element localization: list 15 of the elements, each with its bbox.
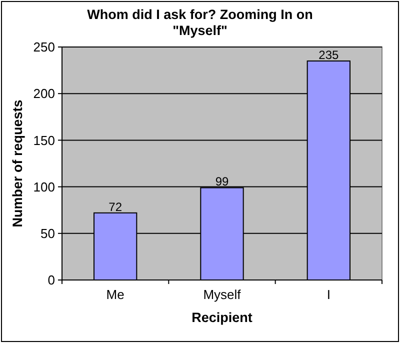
y-tick-label: 100 <box>33 179 55 194</box>
data-label: 72 <box>108 200 122 214</box>
y-axis-title: Number of requests <box>10 100 25 228</box>
y-tick-label: 200 <box>33 86 55 102</box>
x-tick-label: Myself <box>203 287 242 302</box>
data-label: 235 <box>318 48 339 62</box>
chart-title: Whom did I ask for? Zooming In on "Myself" <box>87 7 313 38</box>
y-tick-label: 250 <box>33 40 55 55</box>
y-tick-label: 150 <box>33 132 55 148</box>
data-label: 99 <box>215 174 229 189</box>
x-tick-label: I <box>326 287 330 302</box>
y-tick-label: 0 <box>48 272 55 288</box>
y-tick-label: 50 <box>40 226 55 241</box>
x-axis-title: Recipient <box>192 310 253 325</box>
x-tick-label: Me <box>106 287 124 302</box>
